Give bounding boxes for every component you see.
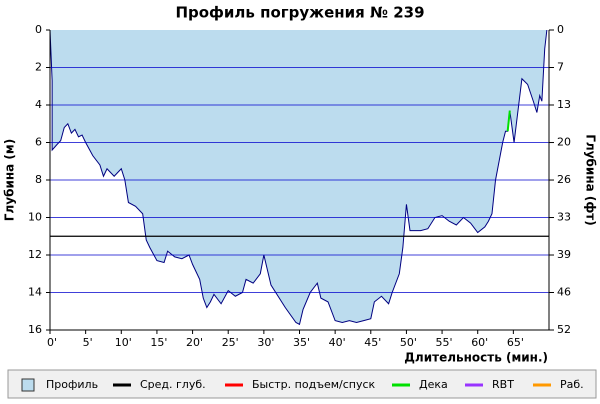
legend-label: Раб. — [560, 378, 584, 391]
y-tick-label: 10 — [28, 211, 42, 224]
x-tick-label: 35' — [293, 336, 310, 349]
y-tick-label: 4 — [35, 98, 42, 111]
y2-tick-label: 26 — [557, 173, 571, 186]
x-tick-label: 30' — [257, 336, 274, 349]
x-tick-label: 55' — [436, 336, 453, 349]
y2-tick-label: 13 — [557, 98, 571, 111]
x-tick-label: 10' — [115, 336, 132, 349]
y-tick-label: 12 — [28, 248, 42, 261]
profile-area — [50, 30, 547, 325]
x-axis-label: Длительность (мин.) — [404, 351, 548, 365]
profile-line — [49, 29, 548, 326]
legend-label: Дека — [419, 378, 448, 391]
deco-line — [506, 110, 511, 132]
y2-tick-label: 0 — [557, 23, 564, 36]
y2-tick-label: 46 — [557, 286, 571, 299]
y-axis-label: Глубина (м) — [3, 139, 17, 221]
x-tick-label: 20' — [186, 336, 203, 349]
x-tick-label: 0' — [47, 336, 57, 349]
legend-label: RBT — [492, 378, 514, 391]
legend-swatch — [21, 378, 35, 392]
x-tick-label: 25' — [222, 336, 239, 349]
y-tick-label: 8 — [35, 173, 42, 186]
x-tick-label: 45' — [364, 336, 381, 349]
y2-tick-label: 7 — [557, 60, 564, 73]
legend-label: Сред. глуб. — [140, 378, 206, 391]
y2-tick-label: 20 — [557, 136, 571, 149]
y2-tick-label: 52 — [557, 323, 571, 336]
y2-tick-label: 33 — [557, 211, 571, 224]
x-tick-label: 60' — [471, 336, 488, 349]
y-tick-label: 6 — [35, 136, 42, 149]
legend-box — [7, 369, 597, 399]
y-tick-label: 2 — [35, 61, 42, 74]
x-tick-label: 40' — [329, 336, 346, 349]
x-tick-label: 5' — [83, 336, 93, 349]
legend-label: Профиль — [46, 378, 98, 391]
y-tick-label: 0 — [35, 23, 42, 36]
legend-label: Быстр. подъем/спуск — [252, 378, 376, 391]
x-tick-label: 50' — [400, 336, 417, 349]
x-tick-label: 15' — [150, 336, 167, 349]
y2-tick-label: 39 — [557, 248, 571, 261]
y-tick-label: 16 — [28, 323, 42, 336]
y-tick-label: 14 — [28, 286, 42, 299]
x-tick-label: 65' — [507, 336, 524, 349]
chart-title: Профиль погружения № 239 — [175, 4, 424, 22]
y2-axis-label: Глубина (фт) — [584, 134, 598, 225]
